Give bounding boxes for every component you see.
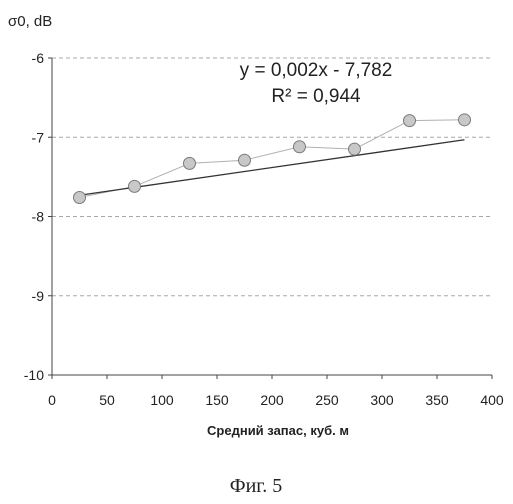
x-axis-label: Средний запас, куб. м — [207, 423, 349, 438]
x-tick-label-7: 350 — [425, 392, 449, 408]
data-point-5 — [349, 143, 361, 155]
x-tick-label-5: 250 — [315, 392, 339, 408]
figure-caption: Фиг. 5 — [230, 475, 282, 497]
y-tick-label-0: -6 — [32, 50, 45, 66]
y-tick-label-4: -10 — [24, 367, 44, 383]
y-tick-label-2: -8 — [32, 209, 45, 225]
x-tick-label-2: 100 — [150, 392, 174, 408]
data-point-7 — [459, 114, 471, 126]
data-point-3 — [239, 154, 251, 166]
x-tick-label-6: 300 — [370, 392, 394, 408]
data-point-6 — [404, 115, 416, 127]
y-tick-label-3: -9 — [32, 288, 45, 304]
x-tick-label-1: 50 — [99, 392, 115, 408]
data-point-0 — [74, 191, 86, 203]
data-point-2 — [184, 157, 196, 169]
x-tick-label-3: 150 — [205, 392, 229, 408]
r-squared-label: R² = 0,944 — [271, 86, 361, 107]
y-axis-label: σ0, dB — [8, 13, 52, 30]
x-tick-label-0: 0 — [48, 392, 56, 408]
plot-area: -6 -7 -8 -9 -100 50 100 150 200 250 300 350 400 — [24, 50, 504, 408]
y-tick-label-1: -7 — [32, 129, 45, 145]
trendline-equation: y = 0,002x - 7,782 — [240, 60, 393, 81]
x-tick-label-4: 200 — [260, 392, 284, 408]
x-tick-label-8: 400 — [480, 392, 504, 408]
data-point-4 — [294, 141, 306, 153]
data-point-1 — [129, 180, 141, 192]
